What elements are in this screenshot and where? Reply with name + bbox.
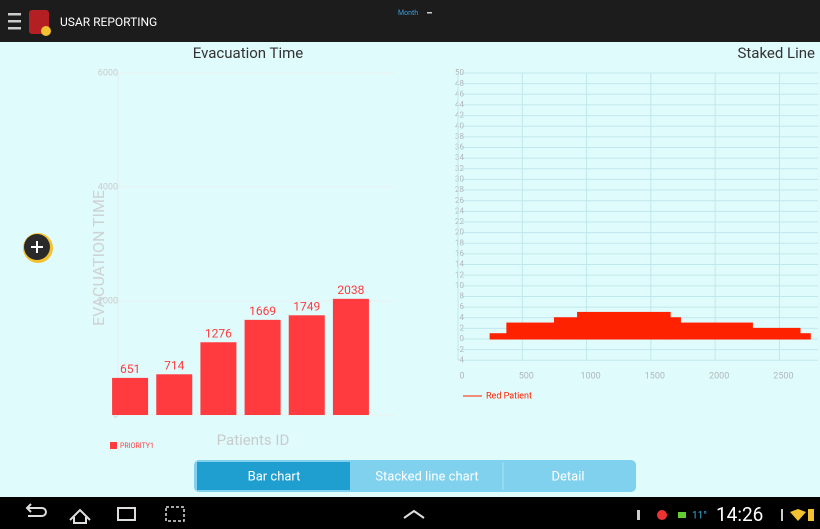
y-tick-label: 22 [455, 217, 464, 226]
legend-label: Red Patient [486, 391, 532, 401]
bar [200, 342, 237, 415]
bar [288, 315, 325, 415]
y-tick-label: 36 [455, 143, 464, 152]
data-label: 1669 [249, 304, 276, 318]
step-segment [553, 317, 579, 340]
y-tick-label: 50 [455, 68, 464, 77]
y-tick-label: 30 [455, 175, 464, 184]
bar [112, 377, 149, 415]
y-tick-label: 38 [455, 132, 464, 141]
y-tick-label: 6000 [98, 68, 118, 78]
screenshot-button[interactable] [165, 506, 185, 522]
y-tick-label: 24 [455, 206, 464, 215]
y-tick-label: 6 [460, 302, 465, 311]
x-tick-label: 500 [519, 371, 534, 381]
dropdown-caret [427, 12, 432, 14]
y-tick-label: 16 [455, 249, 464, 258]
x-tick-label: 1000 [580, 371, 600, 381]
step-segment [577, 311, 671, 340]
legend-swatch [110, 442, 117, 449]
y-tick-label: 4000 [98, 182, 118, 192]
y-tick-label: 32 [455, 164, 464, 173]
recents-button[interactable] [117, 507, 136, 521]
app-bar [0, 0, 820, 42]
step-segment [506, 322, 555, 340]
x-tick-label: 2000 [709, 371, 729, 381]
y-tick-label: -4 [457, 355, 464, 364]
y-tick-label: 44 [455, 100, 464, 109]
clock: 14:26 [716, 503, 763, 526]
data-label: 2038 [337, 283, 364, 297]
y-tick-label: 18 [455, 238, 464, 247]
status-icons [637, 510, 686, 520]
tab[interactable]: Bar chart [248, 469, 301, 484]
data-label: 714 [164, 358, 184, 372]
bar [156, 374, 193, 415]
bar [244, 319, 281, 415]
y-tick-label: -2 [457, 345, 464, 354]
menu-icon[interactable] [8, 13, 21, 30]
tab-active [197, 462, 350, 490]
app-icon [29, 10, 51, 36]
period-dropdown[interactable]: Month [398, 9, 418, 17]
system-icons [781, 509, 814, 521]
temperature: 11° [692, 511, 707, 522]
add-button[interactable] [23, 233, 53, 263]
y-tick-label: 0 [113, 410, 118, 420]
y-tick-label: 4 [460, 313, 465, 322]
data-label: 651 [120, 362, 140, 376]
step-segment [751, 327, 801, 340]
step-segment [679, 322, 753, 340]
expand-button[interactable] [403, 509, 425, 519]
y-axis-label: EVACUATION TIME [89, 190, 108, 326]
y-tick-label: 12 [455, 270, 464, 279]
y-tick-label: 46 [455, 89, 464, 98]
y-tick-label: 2000 [98, 296, 118, 306]
legend-label: PRIORITY1 [120, 442, 154, 450]
y-tick-label: 48 [455, 79, 464, 88]
app-title: USAR REPORTING [60, 15, 157, 29]
y-tick-label: 10 [455, 281, 464, 290]
y-tick-label: 40 [455, 121, 464, 130]
y-tick-label: 34 [455, 153, 464, 162]
y-tick-label: 42 [455, 111, 464, 120]
y-tick-label: 8 [460, 292, 465, 301]
tab[interactable]: Detail [551, 469, 584, 484]
chart-title: Staked Line [737, 44, 815, 62]
step-segment [799, 333, 811, 340]
home-button[interactable] [69, 508, 91, 524]
x-tick-label: 0 [459, 371, 464, 381]
x-tick-label: 1500 [645, 371, 665, 381]
y-tick-label: 26 [455, 196, 464, 205]
y-tick-label: 0 [460, 334, 465, 343]
step-segment [489, 333, 508, 340]
y-tick-label: 20 [455, 228, 464, 237]
y-tick-label: 28 [455, 185, 464, 194]
back-button[interactable] [25, 503, 47, 517]
bar [332, 298, 369, 415]
step-segment [669, 317, 681, 340]
data-label: 1276 [205, 326, 232, 340]
data-label: 1749 [293, 299, 320, 313]
tab[interactable]: Stacked line chart [375, 469, 478, 484]
x-tick-label: 2500 [773, 371, 793, 381]
x-axis-label: Patients ID [217, 431, 290, 449]
y-tick-label: 2 [460, 323, 465, 332]
y-tick-label: 14 [455, 260, 464, 269]
chart-title: Evacuation Time [193, 44, 304, 62]
